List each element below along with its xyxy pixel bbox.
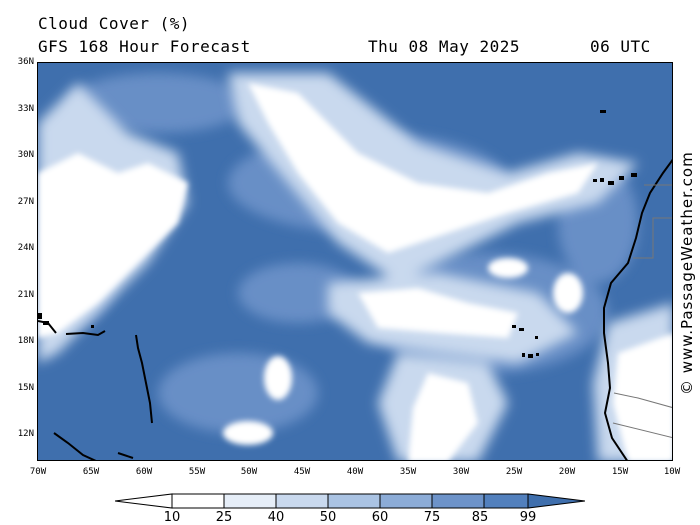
lon-label: 45W (293, 467, 311, 477)
lon-label: 15W (611, 467, 629, 477)
canary-islands (593, 173, 637, 185)
lon-label: 50W (240, 467, 258, 477)
scale-tick-label: 75 (423, 510, 441, 525)
lon-label: 10W (663, 467, 681, 477)
lon-label: 55W (188, 467, 206, 477)
forecast-time: 06 UTC (590, 37, 651, 56)
forecast-subtitle: GFS 168 Hour Forecast (38, 37, 251, 56)
cape-verde-islands (512, 325, 539, 358)
scale-band (223, 493, 277, 509)
lat-label: 18N (17, 336, 34, 346)
lon-label: 30W (452, 467, 470, 477)
scale-band (327, 493, 381, 509)
lon-label: 35W (399, 467, 417, 477)
lat-label: 21N (17, 290, 34, 300)
scale-tick-label: 99 (519, 510, 537, 525)
lon-label: 65W (82, 467, 100, 477)
lat-label: 36N (17, 57, 34, 67)
lon-label: 20W (558, 467, 576, 477)
lat-label: 33N (17, 104, 34, 114)
scale-band (275, 493, 329, 509)
scale-tick-label: 25 (215, 510, 233, 525)
lat-label: 24N (17, 243, 34, 253)
lon-label: 60W (135, 467, 153, 477)
scale-min-arrow (115, 493, 173, 509)
scale-band (483, 493, 529, 509)
lon-label: 70W (29, 467, 47, 477)
cloud-cover-scale (115, 493, 585, 509)
lat-label: 30N (17, 150, 34, 160)
forecast-date: Thu 08 May 2025 (368, 37, 520, 56)
lat-label: 27N (17, 197, 34, 207)
cloud-cover-map (37, 62, 673, 461)
scale-band (379, 493, 433, 509)
map-title: Cloud Cover (%) (38, 14, 190, 33)
scale-tick-label: 60 (371, 510, 389, 525)
scale-tick-label: 50 (319, 510, 337, 525)
lat-label: 15N (17, 383, 34, 393)
scale-band (431, 493, 485, 509)
scale-tick-label: 10 (163, 510, 181, 525)
scale-tick-label: 40 (267, 510, 285, 525)
lat-label: 12N (17, 429, 34, 439)
madeira-island (600, 110, 606, 113)
scale-tick-label: 85 (471, 510, 489, 525)
scale-max-arrow (527, 493, 585, 509)
scale-band (171, 493, 225, 509)
africa-coastline (603, 159, 672, 460)
lon-label: 40W (346, 467, 364, 477)
cloud-cover-field (38, 63, 672, 460)
lon-label: 25W (505, 467, 523, 477)
copyright-credit: © www.PassageWeather.com (678, 151, 696, 395)
